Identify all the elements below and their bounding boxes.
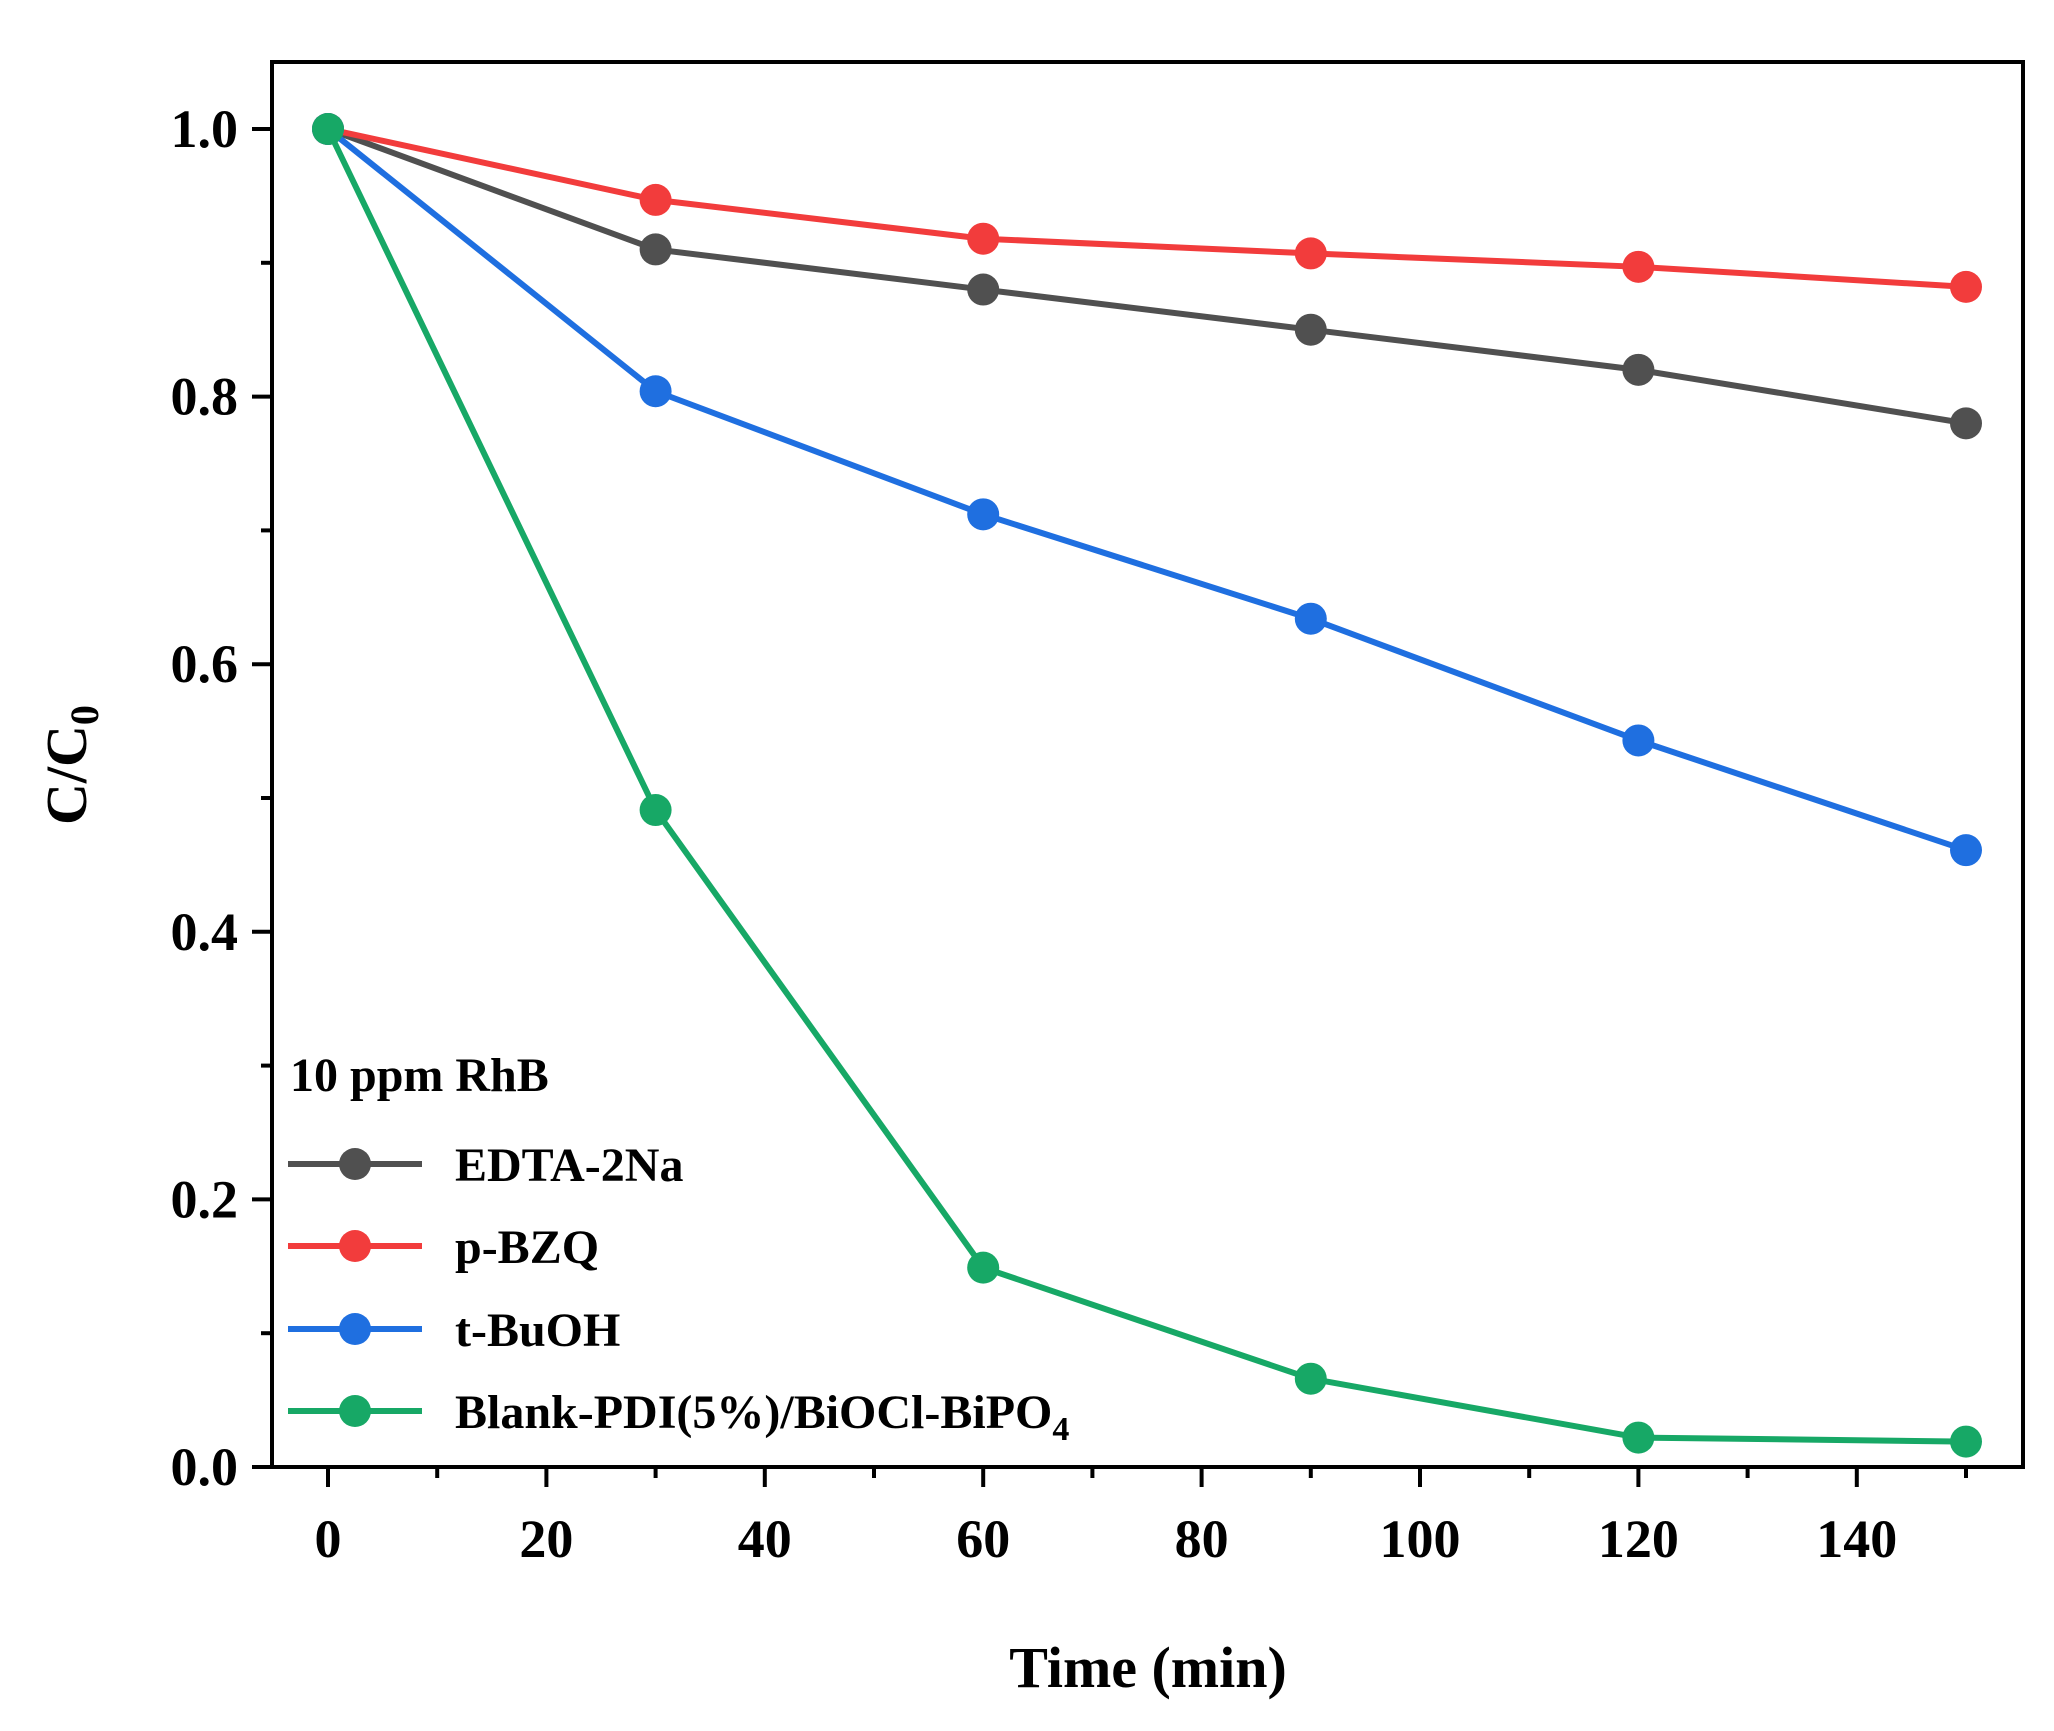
y-axis-title: C/C0 xyxy=(34,705,107,825)
data-point xyxy=(967,222,1000,255)
x-axis-title: Time (min) xyxy=(1009,1635,1287,1700)
data-point xyxy=(639,794,672,827)
data-point xyxy=(1294,313,1327,346)
y-tick-label: 1.0 xyxy=(171,99,239,159)
legend-marker xyxy=(339,1230,371,1262)
series-layer xyxy=(312,113,1982,1458)
plot-frame xyxy=(270,60,2025,1469)
data-point xyxy=(639,375,672,408)
legend-entry: p-BZQ xyxy=(288,1221,599,1274)
y-tick-label: 0.0 xyxy=(171,1437,239,1497)
data-point xyxy=(1950,407,1982,440)
data-point xyxy=(312,113,344,145)
y-tick-label: 0.4 xyxy=(171,902,239,962)
x-tick-label: 120 xyxy=(1598,1509,1679,1569)
legend-marker xyxy=(339,1313,371,1345)
legend-label-subscript: 4 xyxy=(1052,1411,1069,1448)
series-line xyxy=(327,126,1967,290)
data-point xyxy=(1622,353,1655,386)
y-tick-label: 0.8 xyxy=(171,367,239,427)
y-axis-title-subscript: 0 xyxy=(62,705,107,725)
data-point xyxy=(1294,602,1327,635)
legend-label: p-BZQ xyxy=(455,1221,599,1274)
data-point xyxy=(1294,1362,1327,1395)
data-point xyxy=(639,183,672,216)
data-point xyxy=(967,498,1000,531)
data-point xyxy=(1622,250,1655,283)
data-point xyxy=(1950,834,1982,867)
data-point xyxy=(1950,270,1982,303)
series-blank-pdi-5-biocl-bipo xyxy=(312,113,1982,1458)
series-line xyxy=(325,127,1967,1445)
y-tick-label: 0.2 xyxy=(171,1169,239,1229)
x-tick-label: 140 xyxy=(1816,1509,1897,1569)
data-point xyxy=(639,233,672,266)
x-tick-label: 0 xyxy=(315,1509,342,1569)
series-line xyxy=(326,126,1967,854)
x-tick-label: 40 xyxy=(738,1509,792,1569)
x-tick-label: 80 xyxy=(1175,1509,1229,1569)
axis-layer: 0 20 40 60 80 100 120 140 0.0 0.2 0.4 0.6 0.8 1.0 xyxy=(171,99,1968,1569)
data-point xyxy=(1622,1421,1655,1454)
x-tick-label: 20 xyxy=(519,1509,573,1569)
legend-entry: t-BuOH xyxy=(288,1304,620,1357)
data-point xyxy=(967,1251,1000,1284)
legend-label: EDTA-2Na xyxy=(455,1139,683,1192)
legend-entry: Blank-PDI(5%)/BiOCl-BiPO4 xyxy=(288,1386,1069,1448)
data-point xyxy=(967,273,1000,306)
legend: 10 ppm RhB EDTA-2Na p-BZQ t-BuOH Blank-PDI(5… xyxy=(288,1049,1069,1448)
x-tick-label: 100 xyxy=(1380,1509,1461,1569)
legend-marker xyxy=(339,1395,371,1427)
legend-entry: EDTA-2Na xyxy=(288,1139,683,1192)
series-line xyxy=(326,126,1967,427)
legend-marker xyxy=(339,1148,371,1180)
data-point xyxy=(1950,1425,1982,1458)
data-point xyxy=(1622,724,1655,757)
legend-label: t-BuOH xyxy=(455,1304,620,1357)
data-point xyxy=(1294,237,1327,270)
legend-title: 10 ppm RhB xyxy=(290,1049,549,1102)
legend-label: Blank-PDI(5%)/BiOCl-BiPO4 xyxy=(455,1386,1069,1448)
y-tick-label: 0.6 xyxy=(171,634,239,694)
y-axis-title-main: C/C xyxy=(34,725,99,825)
x-tick-label: 60 xyxy=(956,1509,1010,1569)
